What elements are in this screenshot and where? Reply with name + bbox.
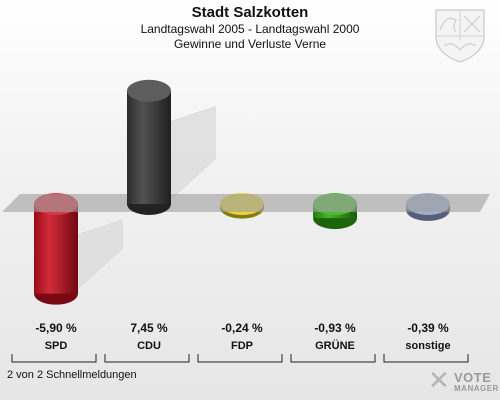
chart-subtitle-region: Gewinne und Verluste Verne [173, 37, 327, 51]
chart-subtitle: Landtagswahl 2005 - Landtagswahl 2000 [140, 22, 360, 36]
bar-shadow-cdu [171, 105, 216, 200]
bar-cdu [127, 79, 171, 215]
category-bracket-cdu [104, 354, 190, 363]
category-bracket-spd [11, 354, 97, 363]
category-label-sonstige: sonstige [405, 340, 450, 352]
coat-of-arms-icon [435, 9, 485, 63]
category-label-fdp: FDP [231, 340, 253, 352]
footer-status: 2 von 2 Schnellmeldungen [7, 369, 137, 381]
category-label-cdu: CDU [137, 340, 161, 352]
vote-manager-logo: ✕ VOTE MANAGER [428, 366, 499, 396]
value-label-fdp: -0,24 % [221, 321, 263, 335]
logo-mark: ✕ [428, 366, 450, 396]
logo-word-manager: MANAGER [454, 384, 499, 393]
category-label-spd: SPD [45, 340, 68, 352]
value-label-cdu: 7,45 % [130, 321, 168, 335]
zero-baseline-plane [2, 194, 490, 212]
category-label-grüne: GRÜNE [315, 339, 355, 352]
value-label-grüne: -0,93 % [314, 321, 356, 335]
category-bracket-sonstige [383, 354, 469, 363]
category-bracket-grüne [290, 354, 376, 363]
value-label-spd: -5,90 % [35, 321, 77, 335]
value-label-sonstige: -0,39 % [407, 321, 449, 335]
chart-title: Stadt Salzkotten [191, 4, 309, 21]
bar-shadow-spd [78, 219, 123, 290]
logo-word-vote: VOTE [454, 370, 492, 385]
category-bracket-fdp [197, 354, 283, 363]
